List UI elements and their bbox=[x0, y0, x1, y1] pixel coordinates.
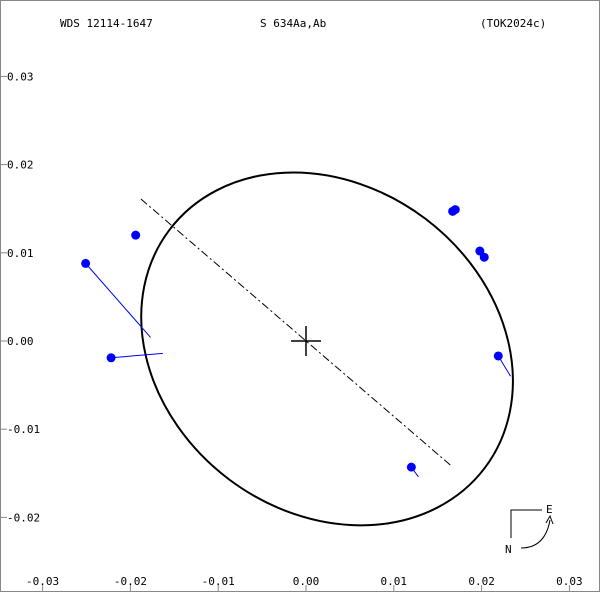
discoverer-designation: S 634Aa,Ab bbox=[260, 17, 326, 30]
compass-arrowhead bbox=[545, 514, 554, 525]
y-tick-label: -0.01 bbox=[7, 423, 40, 436]
compass-east-axis bbox=[510, 509, 542, 538]
wds-identifier: WDS 12114-1647 bbox=[60, 17, 153, 30]
axis-ticks bbox=[1, 75, 570, 591]
y-tick-label: 0.03 bbox=[7, 70, 34, 83]
orbit-ellipse bbox=[140, 171, 514, 527]
x-tick-label: -0.03 bbox=[26, 575, 59, 588]
residual-line bbox=[85, 263, 151, 338]
compass-north-label: N bbox=[505, 543, 512, 556]
y-tick-label: 0.01 bbox=[7, 247, 34, 260]
x-tick-label: -0.01 bbox=[202, 575, 235, 588]
observation-point bbox=[131, 230, 141, 240]
compass-east-label: E bbox=[546, 503, 553, 516]
primary-star-marker bbox=[291, 326, 321, 356]
observation-point bbox=[406, 462, 416, 472]
y-tick-label: 0.00 bbox=[7, 335, 34, 348]
y-tick-label: 0.02 bbox=[7, 159, 34, 172]
orbit-layer bbox=[140, 171, 514, 527]
x-tick-label: 0.02 bbox=[468, 575, 495, 588]
x-tick-label: 0.03 bbox=[556, 575, 583, 588]
observation-layer bbox=[81, 205, 503, 472]
observation-point bbox=[493, 351, 503, 361]
observation-point bbox=[81, 258, 91, 268]
orbit-reference: (TOK2024c) bbox=[480, 17, 546, 30]
x-tick-label: 0.00 bbox=[293, 575, 320, 588]
x-tick-label: 0.01 bbox=[381, 575, 408, 588]
axis-tick-labels: -0.03 -0.02 -0.01 0.00 0.01 0.02 0.03 0.03 0.02 0… bbox=[7, 70, 583, 588]
observation-point bbox=[479, 252, 489, 262]
compass-indicator: E N bbox=[505, 503, 554, 556]
observation-point bbox=[450, 205, 460, 215]
observation-point bbox=[106, 353, 116, 363]
y-tick-label: -0.02 bbox=[7, 511, 40, 524]
residual-line bbox=[111, 352, 163, 359]
line-of-nodes bbox=[140, 198, 453, 467]
x-tick-label: -0.02 bbox=[114, 575, 147, 588]
compass-rotation-arrow bbox=[520, 519, 551, 549]
